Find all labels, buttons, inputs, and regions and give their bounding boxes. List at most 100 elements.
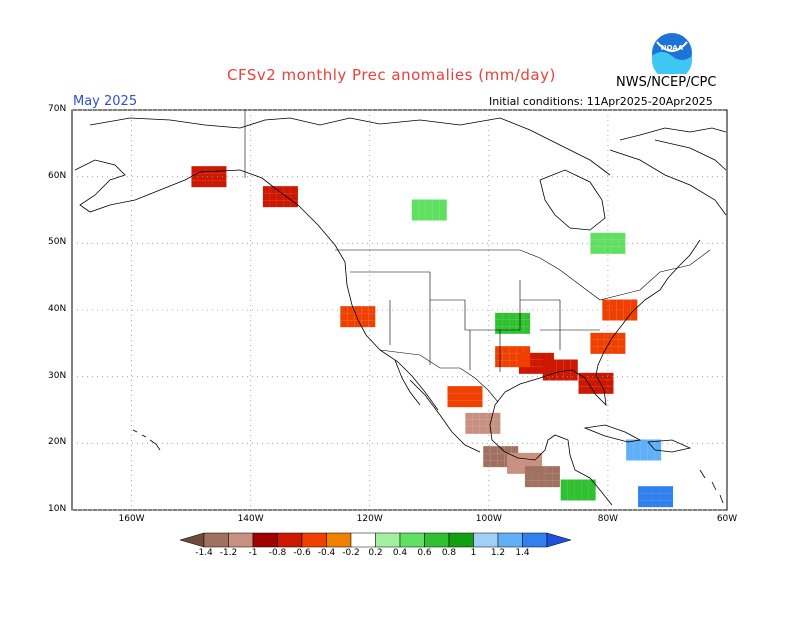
anomaly-cell [454, 400, 462, 408]
anomaly-cell [640, 453, 648, 461]
anomaly-cell [638, 486, 646, 494]
anomaly-cell [411, 213, 419, 221]
anomaly-cell [507, 452, 515, 460]
anomaly-cell [618, 332, 626, 340]
anomaly-cell [560, 479, 568, 487]
anomaly-cell [483, 460, 491, 468]
anomaly-cell [602, 313, 610, 321]
legend-swatch [424, 532, 450, 548]
anomaly-cell [262, 200, 270, 208]
anomaly-cell [472, 426, 480, 434]
legend-swatch [497, 532, 523, 548]
legend-swatch [473, 532, 499, 548]
anomaly-cell [425, 206, 433, 214]
anomaly-cell [546, 352, 554, 360]
anomaly-cell [611, 239, 619, 247]
anomaly-cell [523, 312, 531, 320]
anomaly-cell [618, 246, 626, 254]
anomaly-cell [606, 372, 614, 380]
anomaly-cell [219, 180, 227, 188]
anomaly-cell [623, 313, 631, 321]
anomaly-cell [290, 193, 298, 201]
lat-label: 20N [48, 437, 67, 448]
legend-swatch [522, 532, 548, 548]
lon-label: 140W [237, 514, 264, 524]
agency-label: NWS/NCEP/CPC [616, 75, 717, 90]
anomaly-cell [347, 306, 355, 314]
anomaly-cell [590, 332, 598, 340]
anomaly-cell [531, 466, 539, 474]
lon-label: 120W [356, 514, 383, 524]
legend-label: 0.4 [392, 548, 408, 558]
anomaly-cell [567, 486, 575, 494]
anomaly-cell [545, 466, 553, 474]
anomaly-cell [616, 306, 624, 314]
anomaly-cell [425, 199, 433, 207]
anomaly-cell [504, 446, 512, 454]
anomaly-cell [509, 353, 517, 361]
anomaly-cell [585, 379, 593, 387]
legend-swatch [326, 532, 352, 548]
anomaly-cell [495, 360, 503, 368]
lat-label: 40N [48, 304, 67, 314]
anomaly-cell [479, 419, 487, 427]
anomaly-cell [523, 326, 531, 334]
anomaly-cell [531, 480, 539, 488]
lat-label: 10N [48, 504, 67, 514]
anomaly-cell [212, 173, 220, 181]
anomaly-cell [590, 232, 598, 240]
legend-label: 1.4 [515, 548, 530, 558]
lon-label: 160W [118, 514, 145, 524]
legend-swatch [252, 532, 278, 548]
map-title: CFSv2 monthly Prec anomalies (mm/day) [227, 66, 556, 84]
anomaly-cell [205, 180, 213, 188]
anomaly-cell [666, 486, 674, 494]
anomaly-cell [447, 400, 455, 408]
anomaly-cell [486, 426, 494, 434]
grid-lines [72, 109, 727, 511]
anomaly-cell [588, 493, 596, 501]
anomaly-cell [521, 452, 529, 460]
anomaly-cell [516, 353, 524, 361]
legend-label: -1.4 [195, 548, 213, 558]
anomaly-cell [490, 446, 498, 454]
anomaly-cell [630, 299, 638, 307]
anomaly-cell [633, 446, 641, 454]
anomaly-cell [616, 299, 624, 307]
anomaly-cell [198, 173, 206, 181]
anomaly-cell [604, 339, 612, 347]
anomaly-cell [509, 346, 517, 354]
anomaly-cell [542, 366, 550, 374]
anomaly-cell [509, 360, 517, 368]
anomaly-cell [618, 232, 626, 240]
anomaly-cell [574, 479, 582, 487]
anomaly-cell [475, 400, 483, 408]
coastlines [74, 117, 727, 506]
anomaly-cell [659, 493, 667, 501]
anomaly-cell [486, 419, 494, 427]
anomaly-cell [276, 200, 284, 208]
anomaly-cell [262, 193, 270, 201]
legend-swatch [228, 532, 254, 548]
anomaly-cell [618, 339, 626, 347]
anomaly-cell [525, 366, 533, 374]
anomaly-cell [212, 180, 220, 188]
anomaly-cell [521, 466, 529, 474]
anomaly-cell [618, 346, 626, 354]
anomaly-cell [516, 326, 524, 334]
anomaly-cell [604, 232, 612, 240]
anomaly-cell [538, 466, 546, 474]
anomaly-cell [567, 479, 575, 487]
anomaly-cell [563, 359, 571, 367]
anomaly-cell [647, 439, 655, 447]
anomaly-cell [590, 239, 598, 247]
anomaly-cell [647, 446, 655, 454]
anomaly-cell [581, 479, 589, 487]
anomaly-cell [479, 426, 487, 434]
anomaly-cell [652, 486, 660, 494]
anomaly-cell [354, 313, 362, 321]
anomaly-cell [418, 213, 426, 221]
anomaly-cell [507, 459, 515, 467]
anomaly-cell [532, 359, 540, 367]
legend-label: 1.2 [490, 548, 506, 558]
